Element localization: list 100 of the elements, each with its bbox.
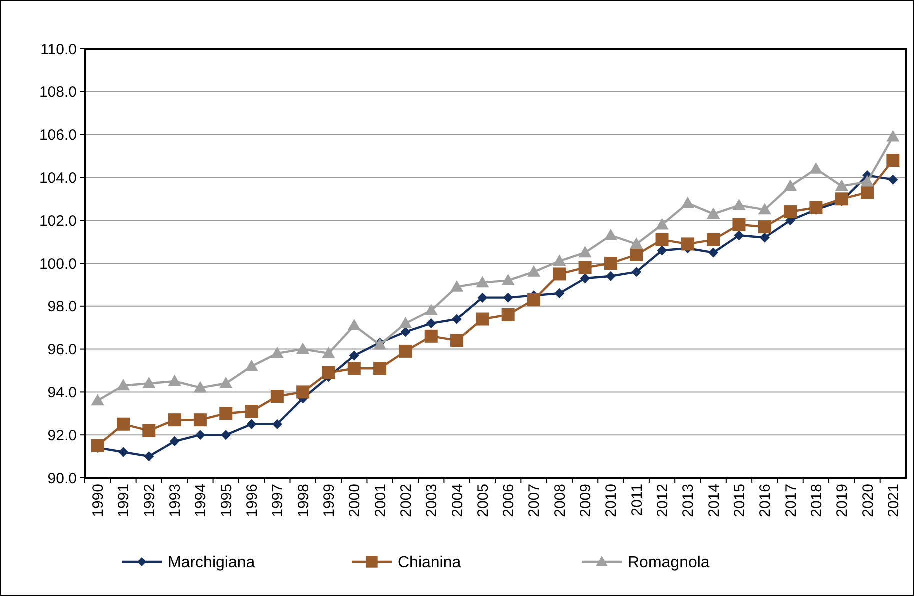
- point: [734, 230, 744, 241]
- point: [142, 377, 156, 388]
- x-tick-label: 2006: [500, 484, 518, 518]
- x-tick-label: 2003: [424, 484, 441, 518]
- legend-label: Chianina: [398, 554, 462, 572]
- point: [732, 198, 746, 210]
- point: [194, 381, 208, 393]
- y-tick-label: 108.0: [39, 84, 77, 102]
- x-tick-label: 2011: [628, 484, 646, 516]
- point: [348, 319, 361, 331]
- point: [374, 362, 387, 376]
- y-tick-label: 98.0: [48, 298, 77, 316]
- x-tick-label: 1990: [90, 484, 108, 518]
- point: [632, 267, 642, 278]
- x-tick-label: 1994: [192, 484, 210, 518]
- x-tick-label: 1996: [244, 484, 262, 518]
- x-tick-label: 2000: [346, 484, 364, 518]
- point: [760, 232, 770, 243]
- point: [732, 218, 746, 232]
- point: [450, 280, 464, 292]
- x-tick-label: 2021: [885, 484, 902, 518]
- x-tick-label: 1995: [218, 484, 236, 518]
- point: [706, 208, 720, 219]
- point: [527, 265, 541, 277]
- point: [399, 316, 412, 328]
- y-tick-label: 92.0: [48, 427, 77, 444]
- x-tick-label: 2016: [757, 484, 774, 518]
- x-tick-label: 2001: [372, 484, 390, 518]
- point: [604, 229, 618, 240]
- point: [296, 386, 310, 399]
- point: [296, 342, 310, 354]
- y-tick-label: 96.0: [48, 342, 77, 359]
- point: [195, 430, 206, 440]
- x-tick-label: 1998: [295, 484, 312, 518]
- point: [349, 350, 360, 361]
- point: [116, 379, 130, 391]
- point: [708, 248, 719, 258]
- point: [322, 366, 336, 380]
- point: [476, 276, 490, 288]
- x-tick-label: 2004: [449, 484, 466, 518]
- x-tick-label: 2018: [808, 484, 826, 518]
- point: [835, 180, 848, 192]
- point: [758, 203, 772, 215]
- legend-label: Marchigiana: [168, 554, 256, 572]
- legend-label: Romagnola: [628, 554, 710, 572]
- point: [91, 439, 104, 452]
- x-tick-label: 2005: [474, 484, 492, 518]
- point: [452, 314, 462, 324]
- point: [245, 360, 258, 372]
- x-tick-label: 1997: [270, 484, 287, 518]
- x-tick-label: 2020: [860, 484, 877, 518]
- point: [502, 274, 515, 286]
- point: [322, 346, 336, 358]
- point: [170, 436, 180, 447]
- point: [656, 218, 669, 230]
- y-tick-label: 90.0: [48, 470, 77, 488]
- x-tick-label: 2017: [782, 484, 800, 518]
- point: [424, 304, 438, 316]
- point: [220, 377, 233, 388]
- point: [221, 430, 232, 440]
- point: [118, 447, 128, 458]
- point: [860, 175, 874, 187]
- point: [861, 186, 874, 200]
- point: [270, 346, 284, 358]
- x-tick-label: 2012: [654, 484, 672, 518]
- point: [835, 192, 848, 206]
- point: [220, 407, 233, 420]
- x-tick-label: 1991: [116, 484, 133, 518]
- x-tick-label: 1999: [320, 484, 338, 518]
- point: [553, 254, 566, 266]
- point: [888, 174, 898, 185]
- point: [272, 419, 282, 430]
- point: [116, 418, 130, 431]
- point: [426, 318, 436, 329]
- y-tick-label: 110.0: [40, 41, 77, 58]
- point: [681, 196, 695, 208]
- x-tick-label: 2010: [603, 484, 620, 518]
- point: [758, 220, 772, 234]
- point: [348, 362, 361, 376]
- point: [245, 405, 258, 418]
- x-tick-label: 2008: [552, 484, 569, 518]
- x-tick-label: 2009: [578, 484, 595, 518]
- point: [810, 162, 823, 174]
- y-tick-label: 102.0: [39, 212, 77, 230]
- point: [527, 293, 540, 306]
- point: [707, 233, 720, 246]
- point: [886, 130, 900, 142]
- point: [450, 334, 464, 348]
- point: [784, 180, 798, 192]
- point: [604, 257, 618, 270]
- point: [168, 374, 182, 386]
- point: [142, 424, 156, 438]
- x-tick-label: 2015: [731, 484, 748, 518]
- point: [270, 390, 284, 403]
- point: [886, 154, 900, 168]
- point: [554, 288, 565, 299]
- point: [168, 414, 182, 427]
- point: [91, 394, 104, 406]
- point: [502, 308, 515, 322]
- point: [400, 327, 411, 338]
